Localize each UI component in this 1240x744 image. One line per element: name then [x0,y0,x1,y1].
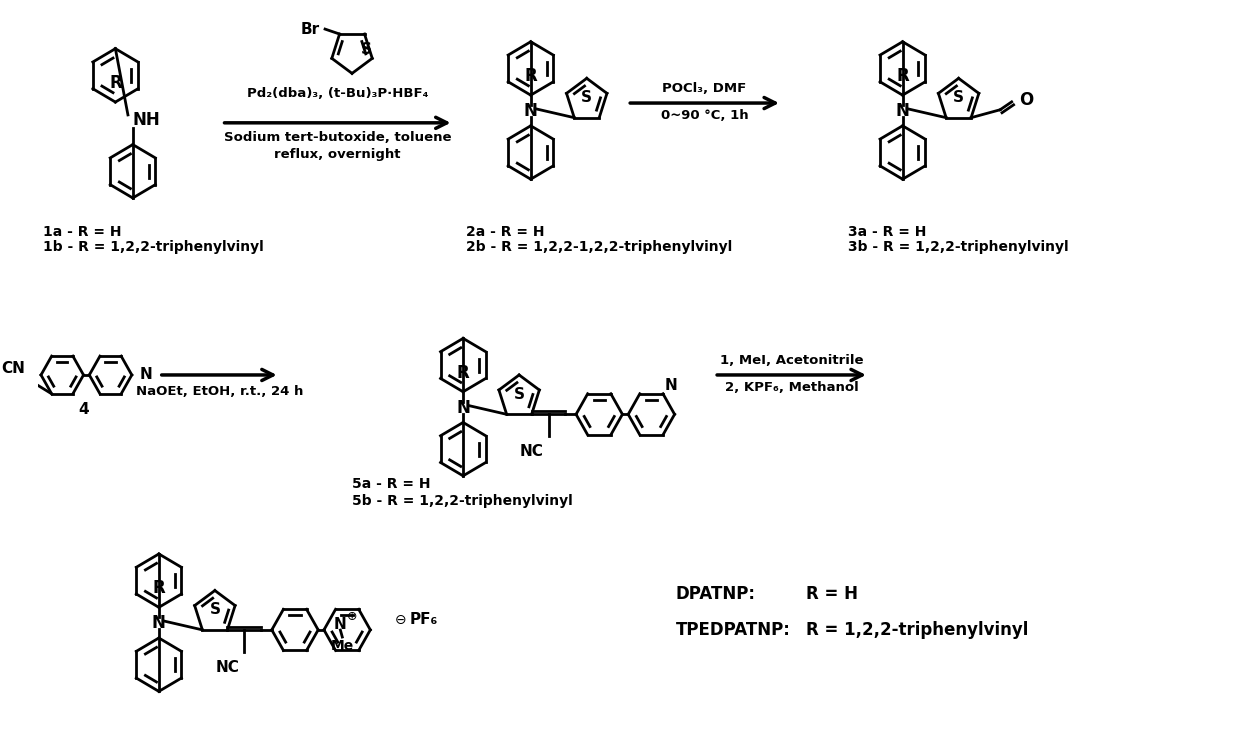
Text: TPEDPATNP:: TPEDPATNP: [676,621,790,639]
Text: N: N [895,102,909,120]
Text: N: N [153,614,166,632]
Text: O: O [1019,91,1034,109]
Text: R: R [897,67,909,86]
Text: 0~90 °C, 1h: 0~90 °C, 1h [661,109,749,123]
Text: CN: CN [1,361,26,376]
Text: 1b - R = 1,2,2-triphenylvinyl: 1b - R = 1,2,2-triphenylvinyl [43,240,264,254]
Text: R: R [525,67,537,86]
Text: NC: NC [520,444,543,459]
Text: 2, KPF₆, Methanol: 2, KPF₆, Methanol [724,382,858,394]
Text: S: S [361,42,372,57]
Text: 3b - R = 1,2,2-triphenylvinyl: 3b - R = 1,2,2-triphenylvinyl [848,240,1068,254]
Text: 3a - R = H: 3a - R = H [848,225,926,239]
Text: R = H: R = H [806,586,858,603]
Text: reflux, overnight: reflux, overnight [274,148,401,161]
Text: N: N [665,379,678,394]
Text: R = 1,2,2-triphenylvinyl: R = 1,2,2-triphenylvinyl [806,621,1028,639]
Text: 1a - R = H: 1a - R = H [43,225,122,239]
Text: 1, MeI, Acetonitrile: 1, MeI, Acetonitrile [719,353,863,367]
Text: 5b - R = 1,2,2-triphenylvinyl: 5b - R = 1,2,2-triphenylvinyl [352,493,573,507]
Text: S: S [210,603,221,618]
Text: ⊖: ⊖ [394,613,405,627]
Text: NC: NC [216,659,239,675]
Text: Me: Me [331,639,353,653]
Text: NaOEt, EtOH, r.t., 24 h: NaOEt, EtOH, r.t., 24 h [136,385,304,398]
Text: R: R [153,580,165,597]
Text: PF₆: PF₆ [410,612,438,627]
Text: 4: 4 [78,402,89,417]
Text: Pd₂(dba)₃, (t-Bu)₃P·HBF₄: Pd₂(dba)₃, (t-Bu)₃P·HBF₄ [247,86,428,100]
Text: 5a - R = H: 5a - R = H [352,477,430,491]
Text: Br: Br [301,22,320,36]
Text: NH: NH [133,111,160,129]
Text: R: R [109,74,122,92]
Text: R: R [456,364,470,382]
Text: N: N [523,102,538,120]
Text: 2a - R = H: 2a - R = H [466,225,544,239]
Text: N: N [334,617,347,632]
Text: S: S [582,90,593,105]
Text: DPATNP:: DPATNP: [676,586,755,603]
Text: Sodium tert-butoxide, toluene: Sodium tert-butoxide, toluene [223,131,451,144]
Text: S: S [954,90,965,105]
Text: S: S [513,387,525,402]
Text: N: N [456,399,470,417]
Text: POCl₃, DMF: POCl₃, DMF [662,82,746,94]
Text: ⊕: ⊕ [347,610,357,623]
Text: N: N [140,368,153,382]
Text: 2b - R = 1,2,2-1,2,2-triphenylvinyl: 2b - R = 1,2,2-1,2,2-triphenylvinyl [466,240,733,254]
